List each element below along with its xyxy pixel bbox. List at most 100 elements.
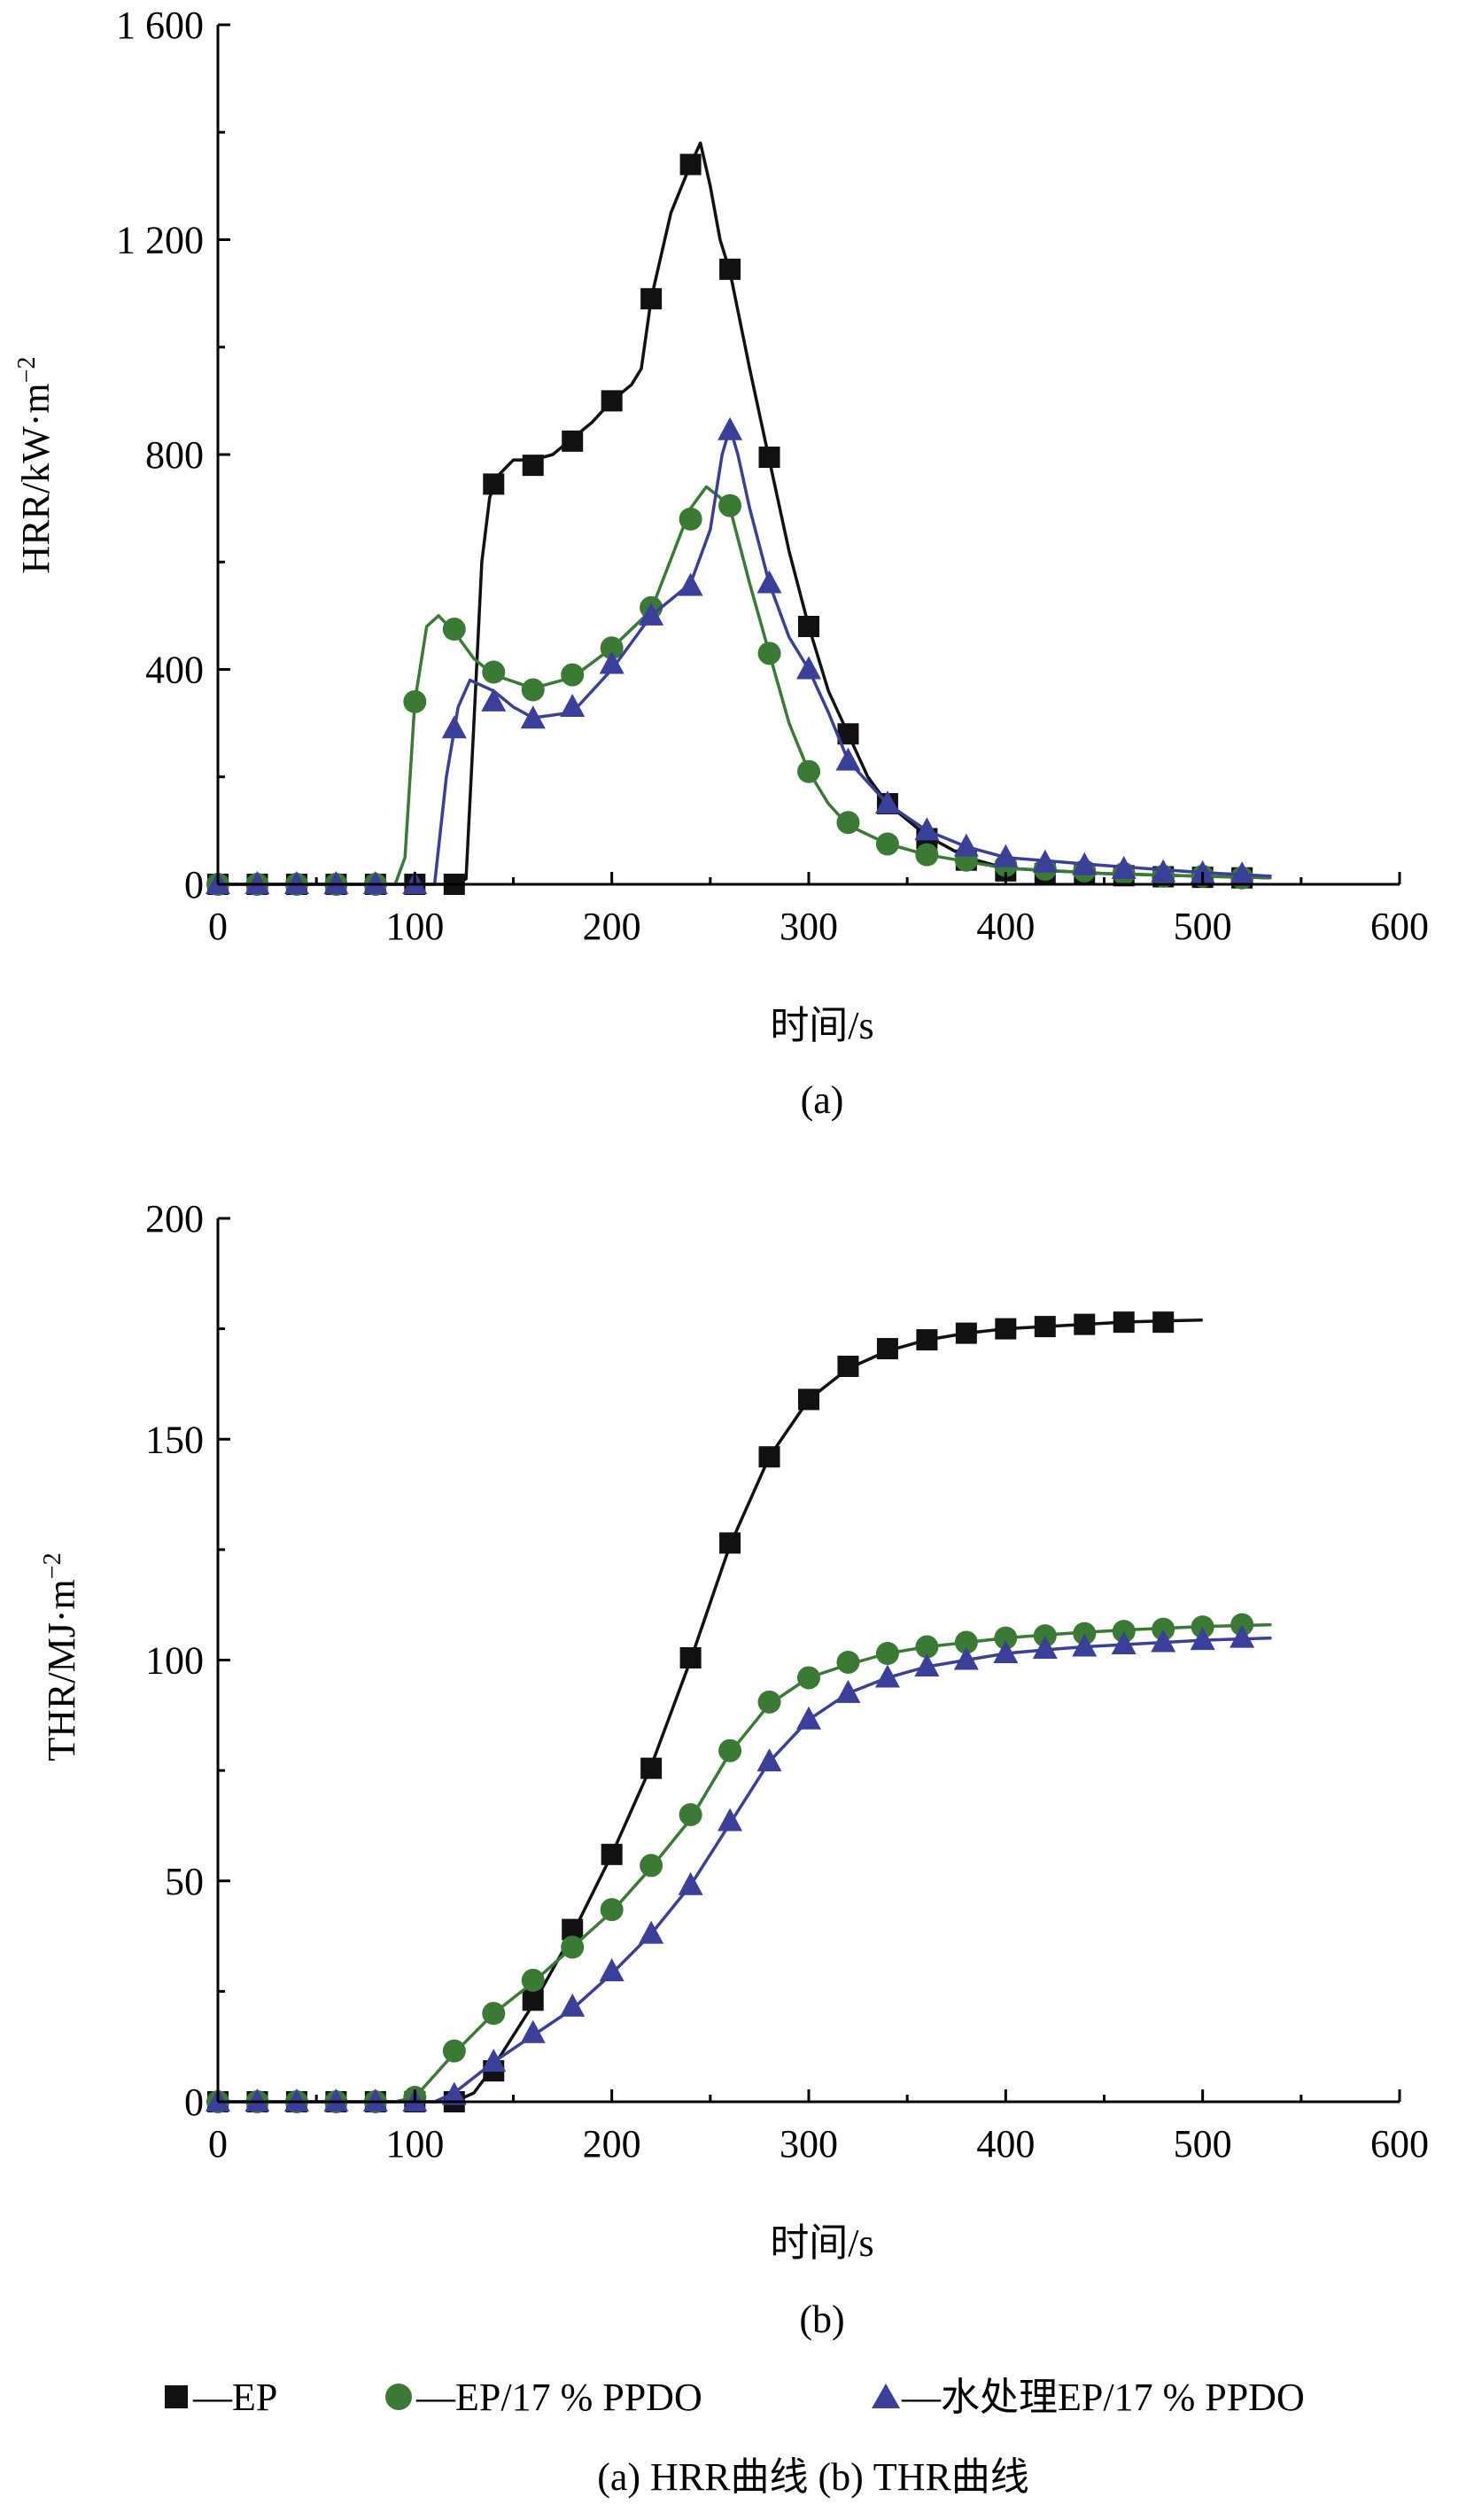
data-point-water-EP-PPDO-b: [756, 1748, 782, 1772]
figure-caption: (a) HRR曲线 (b) THR曲线: [597, 2455, 1029, 2499]
data-point-water-EP-PPDO-a: [481, 688, 507, 712]
panel-a-ylabel: HRR/kW·m−2: [13, 357, 58, 574]
data-point-water-EP-PPDO-a: [914, 817, 940, 841]
data-point-EP-b: [1074, 1313, 1096, 1335]
legend-marker-EP-PPDO: [385, 2384, 412, 2410]
data-point-EP-PPDO-a: [718, 494, 742, 517]
data-point-water-EP-PPDO-a: [678, 572, 703, 596]
data-point-EP-PPDO-a: [521, 678, 545, 702]
panel-b-ylabel-sup: −2: [39, 1552, 66, 1579]
data-point-EP-PPDO-a: [836, 811, 860, 835]
panel-a-plot: [206, 141, 1272, 896]
data-point-water-EP-PPDO-b: [796, 1706, 821, 1730]
data-point-EP-b: [679, 1647, 702, 1669]
x-tick-label-b: 200: [583, 2122, 641, 2166]
data-point-EP-a: [719, 258, 741, 280]
data-point-water-EP-PPDO-b: [678, 1871, 703, 1895]
data-point-water-EP-PPDO-a: [874, 790, 900, 814]
legend: —EP —EP/17 % PPDO —水处理EP/17 % PPDO: [165, 2376, 1305, 2419]
x-tick-label-b: 100: [385, 2122, 444, 2166]
x-tick-label-a: 100: [385, 905, 444, 948]
data-point-EP-b: [719, 1532, 741, 1554]
y-tick-label-b: 200: [145, 1197, 204, 1241]
data-point-water-EP-PPDO-a: [796, 656, 821, 680]
x-tick-label-a: 600: [1370, 905, 1429, 948]
data-point-water-EP-PPDO-a: [953, 833, 979, 857]
data-point-EP-b: [640, 1757, 663, 1779]
data-point-water-EP-PPDO-a: [993, 844, 1019, 867]
data-point-water-EP-PPDO-b: [1111, 1631, 1137, 1655]
data-point-water-EP-PPDO-b: [599, 1957, 625, 1981]
data-point-EP-PPDO-b: [679, 1802, 702, 1826]
data-point-EP-b: [1113, 1311, 1135, 1334]
data-point-EP-PPDO-b: [718, 1738, 742, 1762]
x-tick-label-b: 0: [208, 2122, 228, 2166]
data-point-water-EP-PPDO-a: [718, 416, 743, 440]
data-point-EP-PPDO-b: [521, 1968, 545, 1992]
data-point-EP-PPDO-b: [994, 1626, 1018, 1650]
data-point-water-EP-PPDO-b: [1190, 1627, 1215, 1651]
data-point-EP-b: [1034, 1316, 1056, 1338]
panel-a-ylabel-sup: −2: [13, 357, 41, 384]
data-point-water-EP-PPDO-a: [1230, 861, 1255, 885]
data-point-water-EP-PPDO-b: [1151, 1629, 1176, 1653]
data-point-EP-b: [1152, 1311, 1175, 1334]
panel-a-label: (a): [801, 1078, 844, 1122]
data-point-EP-PPDO-b: [757, 1690, 781, 1714]
data-point-water-EP-PPDO-a: [1111, 856, 1137, 880]
data-point-water-EP-PPDO-b: [639, 1920, 664, 1944]
y-tick-label-a: 1 200: [116, 219, 204, 262]
data-point-EP-PPDO-b: [640, 1854, 663, 1878]
series-line-EP-b: [218, 1318, 1203, 2104]
data-point-EP-PPDO-b: [797, 1666, 820, 1690]
data-point-water-EP-PPDO-b: [283, 2088, 309, 2112]
data-point-water-EP-PPDO-b: [560, 1993, 586, 2017]
data-point-water-EP-PPDO-a: [639, 602, 664, 626]
legend-label-EP-PPDO: —EP/17 % PPDO: [415, 2376, 702, 2419]
data-point-EP-PPDO-b: [836, 1650, 860, 1674]
y-tick-label-b: 100: [145, 1639, 204, 1683]
data-point-water-EP-PPDO-a: [560, 693, 586, 717]
y-tick-label-a: 400: [145, 649, 204, 692]
panel-b-ylabel-main: THR/MJ·m: [40, 1579, 83, 1761]
data-point-water-EP-PPDO-a: [283, 871, 309, 894]
data-point-water-EP-PPDO-b: [874, 1664, 900, 1688]
data-point-EP-b: [798, 1388, 819, 1411]
x-tick-label-b: 300: [780, 2122, 838, 2166]
data-point-water-EP-PPDO-b: [953, 1646, 979, 1670]
data-point-water-EP-PPDO-a: [1190, 859, 1215, 883]
series-line-EP_PPDO-a: [218, 485, 1272, 886]
data-point-water-EP-PPDO-b: [993, 1640, 1019, 1664]
data-point-water-EP-PPDO-b: [1032, 1636, 1058, 1660]
data-point-EP-b: [522, 1989, 544, 2011]
data-point-EP-PPDO-a: [561, 663, 585, 687]
y-tick-label-b: 0: [184, 2081, 204, 2124]
data-point-EP-b: [955, 1322, 977, 1344]
series-line-water_EP_PPDO-a: [218, 425, 1272, 886]
legend-label-water-EP-PPDO: —水处理EP/17 % PPDO: [901, 2376, 1305, 2419]
data-point-EP-a: [798, 616, 819, 637]
x-tick-label-b: 500: [1174, 2122, 1232, 2166]
data-point-water-EP-PPDO-a: [1151, 859, 1176, 883]
data-point-EP-PPDO-b: [915, 1635, 939, 1659]
data-point-water-EP-PPDO-b: [481, 2049, 507, 2073]
data-point-water-EP-PPDO-b: [718, 1808, 743, 1832]
data-point-EP-PPDO-a: [679, 507, 702, 531]
x-tick-label-b: 400: [976, 2122, 1035, 2166]
y-tick-label-a: 0: [184, 863, 204, 906]
panel-b: 0 100 200 300 400 500 600 0 50 100 150 200 THR/MJ·m…: [39, 1197, 1429, 2341]
x-tick-label-b: 600: [1370, 2122, 1429, 2166]
data-point-water-EP-PPDO-a: [1072, 852, 1098, 875]
data-point-EP-PPDO-a: [757, 642, 781, 665]
data-point-water-EP-PPDO-b: [520, 2019, 546, 2043]
y-tick-label-b: 50: [165, 1860, 204, 1903]
data-point-water-EP-PPDO-a: [599, 650, 625, 674]
data-point-water-EP-PPDO-a: [520, 705, 546, 729]
panel-b-xlabel: 时间/s: [770, 2221, 873, 2265]
data-point-water-EP-PPDO-b: [362, 2088, 388, 2112]
data-point-EP-PPDO-a: [875, 832, 899, 856]
data-point-water-EP-PPDO-b: [441, 2081, 467, 2105]
data-point-EP-PPDO-a: [482, 660, 506, 684]
x-tick-label-a: 200: [583, 905, 641, 948]
